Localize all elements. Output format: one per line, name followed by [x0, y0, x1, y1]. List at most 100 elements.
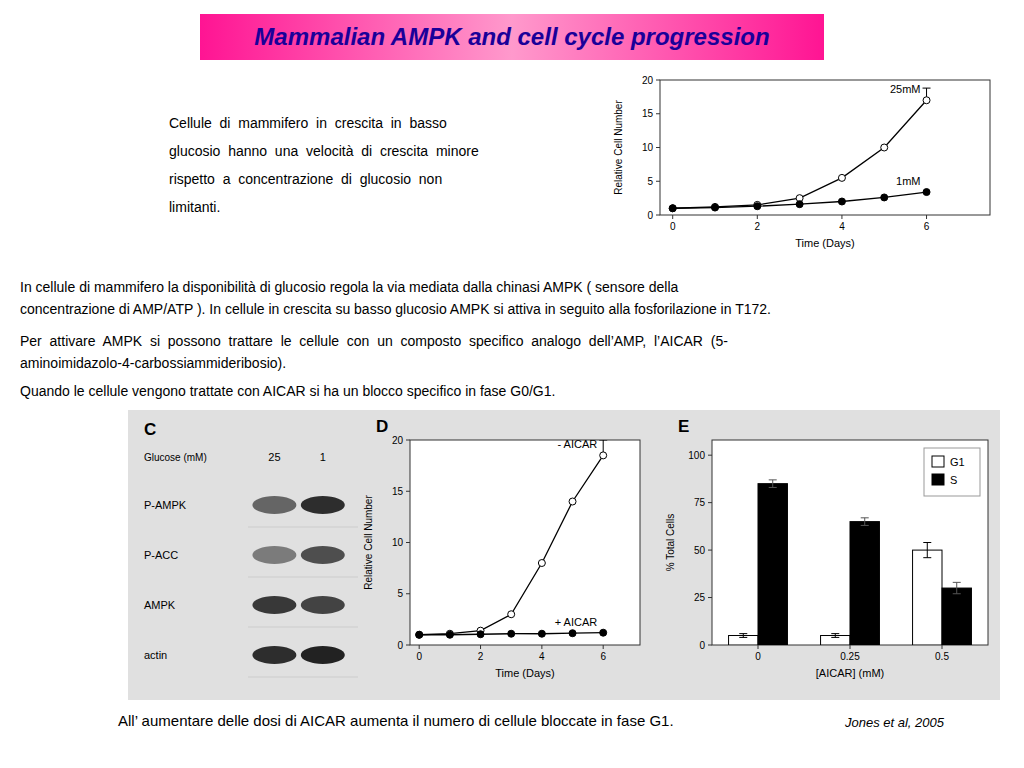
x-tick: [480, 645, 481, 649]
blot-band: [252, 646, 296, 664]
y-tick-label: 25: [694, 592, 706, 603]
bar: [850, 522, 879, 645]
data-point: [712, 203, 719, 210]
line-chart: 051015200246Time (Days)Relative Cell Num…: [613, 75, 990, 250]
data-point: [569, 498, 576, 505]
y-tick-label: 10: [642, 142, 654, 153]
y-tick: [406, 593, 410, 594]
panel-letter: C: [144, 420, 156, 439]
lane-label: 25: [268, 451, 280, 463]
legend-box: [924, 448, 980, 496]
y-tick: [406, 440, 410, 441]
y-tick: [708, 502, 712, 503]
error-bar: [861, 518, 869, 526]
data-point: [881, 194, 888, 201]
lane-label: 1: [320, 451, 326, 463]
x-tick: [841, 215, 842, 219]
y-tick-label: 20: [392, 435, 404, 446]
gel-line: [248, 627, 358, 628]
error-bar: [739, 634, 747, 638]
panel-background: [128, 410, 1000, 700]
y-axis-label: % Total Cells: [665, 514, 676, 572]
y-tick-label: 15: [642, 108, 654, 119]
x-tick-label: 2: [755, 221, 761, 232]
bar-chart: 025507510000.250.5[AICAR] (mM)% Total Ce…: [665, 417, 988, 679]
y-tick-label: 5: [647, 176, 653, 187]
x-tick-label: 0.25: [840, 651, 860, 662]
text-block: In cellule di mammifero la disponibilità…: [20, 276, 771, 320]
data-point: [669, 205, 676, 212]
y-tick: [708, 597, 712, 598]
y-tick: [708, 645, 712, 646]
y-tick-label: 20: [642, 75, 654, 86]
text-block: All’ aumentare delle dosi di AICAR aumen…: [118, 710, 674, 732]
band-label: P-ACC: [144, 549, 178, 561]
error-bar: [831, 634, 839, 638]
x-tick: [672, 215, 673, 219]
y-axis-label: Relative Cell Number: [613, 100, 624, 195]
data-point: [477, 631, 484, 638]
data-point: [508, 630, 515, 637]
y-tick: [656, 147, 660, 148]
data-point: [600, 629, 607, 636]
data-point: [923, 189, 930, 196]
blot-band: [252, 596, 296, 614]
error-bar: [769, 480, 777, 488]
title: Mammalian AMPK and cell cycle progressio…: [254, 23, 769, 51]
y-tick: [656, 215, 660, 216]
y-tick: [656, 113, 660, 114]
error-bar: [923, 543, 931, 558]
text-block: Quando le cellule vengono trattate con A…: [20, 380, 555, 402]
series-labels: - AICAR+ AICAR: [555, 438, 598, 627]
gel-line: [248, 527, 358, 528]
x-tick-label: 0.5: [935, 651, 949, 662]
panel-letter: E: [678, 417, 689, 436]
data-point: [508, 611, 515, 618]
x-tick-label: 2: [478, 651, 484, 662]
y-tick: [656, 181, 660, 182]
gel-line: [248, 577, 358, 578]
data-point: [416, 631, 423, 638]
y-tick-label: 0: [699, 640, 705, 651]
x-tick: [541, 645, 542, 649]
band-label: AMPK: [144, 599, 176, 611]
y-tick: [406, 542, 410, 543]
title-banner: Mammalian AMPK and cell cycle progressio…: [200, 14, 824, 60]
data-point: [838, 174, 845, 181]
blot-band: [301, 496, 345, 514]
x-tick-label: 6: [924, 221, 930, 232]
bar: [913, 550, 942, 645]
series-line: [419, 455, 603, 634]
data-point: [416, 631, 423, 638]
data-point: [600, 452, 607, 459]
plot-frame: [660, 80, 990, 215]
panel-letter: D: [376, 417, 388, 436]
data-point: [446, 631, 453, 638]
x-axis-label: [AICAR] (mM): [816, 667, 884, 679]
series-labels: 25mM1mM: [890, 83, 921, 187]
x-tick-label: 0: [416, 651, 422, 662]
x-axis-label: Time (Days): [795, 237, 854, 249]
legend: G1S: [924, 448, 980, 496]
data-point: [754, 203, 761, 210]
text-block: aminoimidazolo-4-carbossiammideribosio).: [20, 352, 286, 374]
series-label: - AICAR: [557, 438, 597, 450]
x-tick-label: 0: [670, 221, 676, 232]
blot-band: [252, 546, 296, 564]
y-tick-label: 10: [392, 537, 404, 548]
series-area: [669, 88, 930, 212]
series-label: 1mM: [896, 175, 920, 187]
y-tick-label: 0: [397, 640, 403, 651]
x-tick: [942, 645, 943, 649]
y-axis-label: Relative Cell Number: [363, 495, 374, 590]
blot-band: [301, 546, 345, 564]
data-point: [538, 630, 545, 637]
x-axis-label: Time (Days): [495, 667, 554, 679]
series-area: [416, 440, 608, 638]
blot-band: [252, 496, 296, 514]
line-chart: 051015200246Time (Days)Relative Cell Num…: [363, 417, 640, 679]
data-point: [796, 201, 803, 208]
plot-frame: [410, 440, 640, 645]
legend-label: G1: [950, 456, 965, 468]
x-tick: [926, 215, 927, 219]
